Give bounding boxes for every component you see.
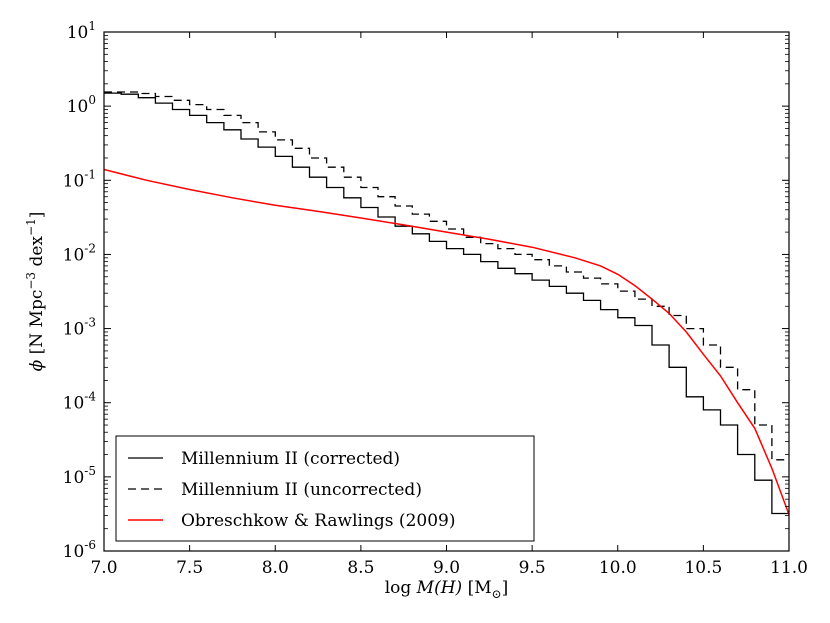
x-tick-label: 7.0 [90, 558, 117, 578]
legend-box [115, 435, 535, 542]
x-axis-label: log M(H) [M⊙] [385, 578, 509, 601]
y-tick-label: 10-2 [63, 241, 96, 265]
y-tick-label: 10-6 [63, 538, 96, 562]
series-line-2 [104, 91, 789, 461]
y-tick-label: 10-5 [63, 464, 96, 488]
legend-label-3: Obreschkow & Rawlings (2009) [181, 511, 455, 531]
y-tick-label: 10-4 [63, 390, 97, 414]
ticks: 7.0 7.5 8.0 8.5 9.0 9.5 10.0 10.5 11.0 10-6 10-5 10… [63, 19, 808, 578]
legend-label-2: Millennium II (uncorrected) [181, 480, 422, 500]
x-tick-label: 10.5 [684, 558, 722, 578]
curves [104, 91, 789, 515]
y-tick-label: 10-1 [63, 167, 96, 191]
y-tick-label: 100 [67, 93, 96, 117]
y-tick-label: 10-3 [63, 316, 96, 340]
x-tick-label: 7.5 [176, 558, 203, 578]
x-tick-label: 9.5 [519, 558, 546, 578]
y-tick-label: 101 [67, 19, 96, 43]
legend: Millennium II (corrected) Millennium II (… [115, 435, 535, 542]
x-tick-label: 8.0 [262, 558, 289, 578]
series-line-1 [104, 92, 789, 515]
x-tick-label: 10.0 [599, 558, 637, 578]
y-axis-label: ϕ [N Mpc−3 dex−1] [24, 212, 47, 372]
series-line-3 [104, 168, 789, 515]
x-tick-label: 8.5 [347, 558, 374, 578]
legend-label-1: Millennium II (corrected) [181, 449, 400, 469]
x-tick-label: 11.0 [770, 558, 808, 578]
x-tick-label: 9.0 [433, 558, 460, 578]
